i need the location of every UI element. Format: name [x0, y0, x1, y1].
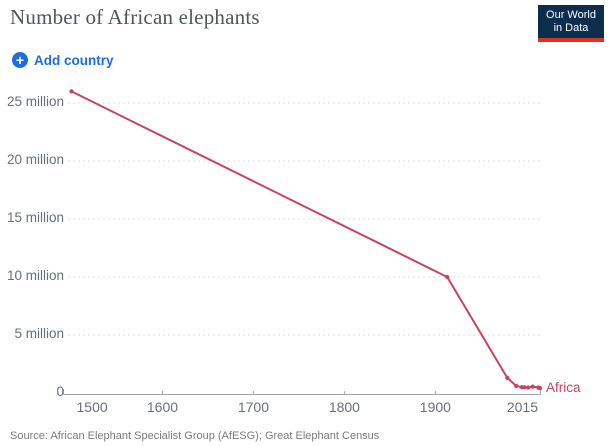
- add-country-button[interactable]: + Add country: [12, 52, 114, 68]
- y-axis-tick-label: 25 million: [6, 94, 64, 109]
- x-axis-tick-label: 2015: [506, 399, 538, 415]
- data-point[interactable]: [69, 89, 74, 94]
- y-axis-tick-label: 5 million: [14, 326, 64, 341]
- data-point[interactable]: [505, 375, 510, 380]
- y-axis-tick-label: 20 million: [6, 152, 64, 167]
- data-point[interactable]: [526, 385, 531, 390]
- africa-trend-line[interactable]: [70, 90, 541, 390]
- page-title: Number of African elephants: [10, 5, 260, 29]
- owid-logo[interactable]: Our World in Data: [538, 5, 604, 42]
- add-country-label: Add country: [34, 52, 114, 68]
- series-label-africa[interactable]: Africa: [546, 380, 581, 396]
- y-axis-tick-label: 0: [56, 384, 64, 399]
- data-point[interactable]: [522, 385, 527, 390]
- data-point[interactable]: [530, 384, 535, 389]
- y-axis-tick-label: 15 million: [6, 210, 64, 225]
- x-axis-tick-label: 1600: [146, 399, 179, 415]
- owid-logo-line1: Our World: [546, 8, 596, 21]
- owid-logo-line2: in Data: [553, 21, 589, 34]
- x-axis-tick-label: 1800: [328, 399, 360, 415]
- data-point[interactable]: [514, 383, 519, 389]
- x-axis-tick-label: 1900: [419, 399, 451, 415]
- source-citation: Source: African Elephant Specialist Grou…: [10, 430, 380, 442]
- y-axis-tick-label: 10 million: [6, 268, 64, 283]
- x-axis-tick-label: 1700: [237, 399, 270, 415]
- data-point[interactable]: [445, 274, 450, 280]
- plus-circle-icon: +: [12, 52, 28, 68]
- x-axis-tick-label: 1500: [76, 399, 108, 415]
- data-point[interactable]: [537, 386, 543, 391]
